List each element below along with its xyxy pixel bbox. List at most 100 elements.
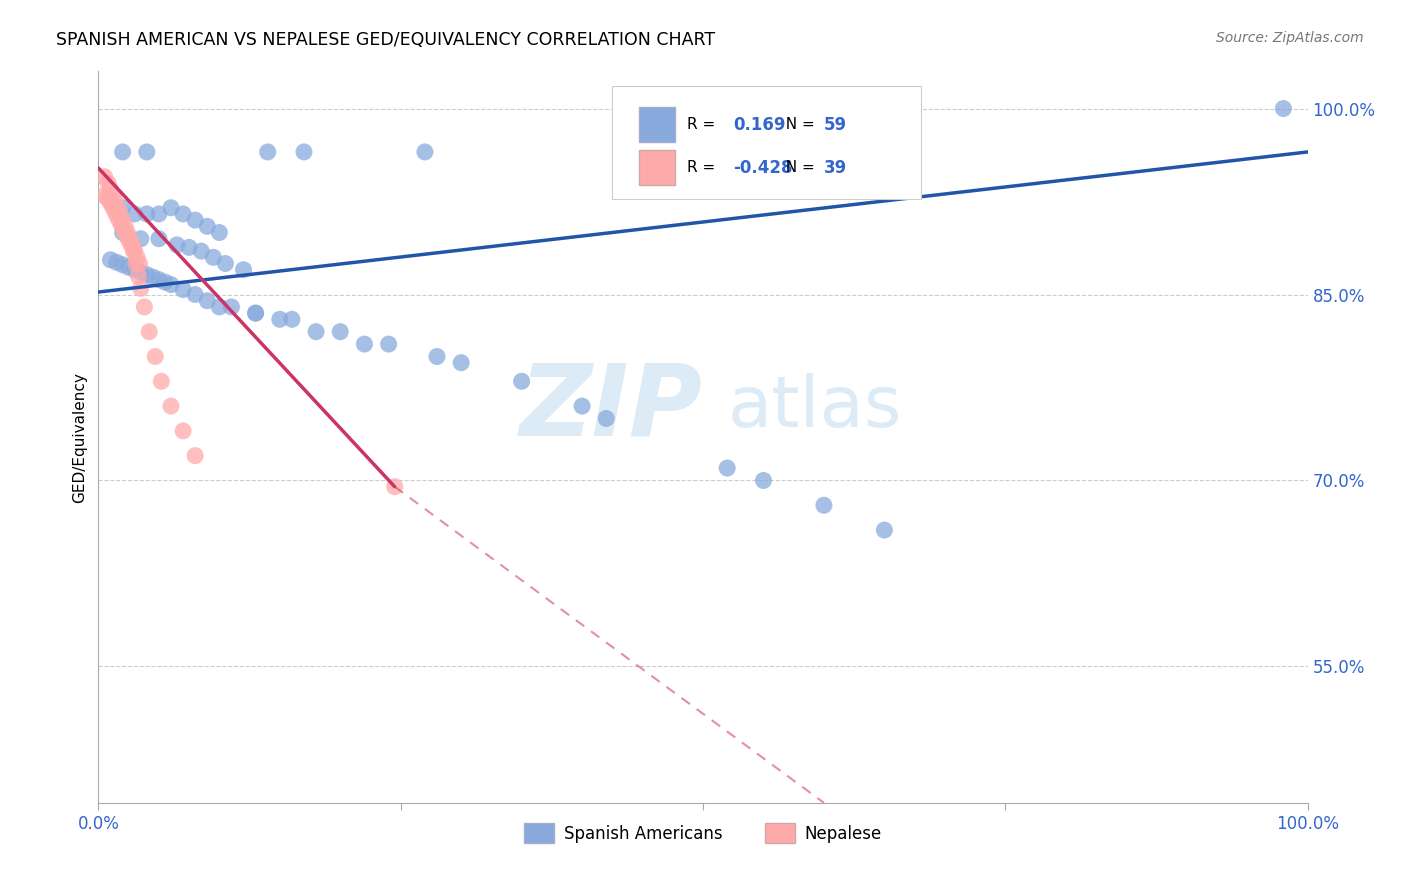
Point [377, 337, 399, 351]
Point [111, 213, 134, 227]
Point [510, 374, 533, 388]
Point [426, 350, 449, 364]
Point [129, 281, 152, 295]
Point [143, 350, 166, 364]
Point [269, 312, 291, 326]
Point [125, 256, 148, 270]
Point [120, 238, 142, 252]
Point [97, 176, 120, 190]
Point [96, 191, 118, 205]
Point [108, 207, 131, 221]
Point [127, 250, 149, 264]
Point [208, 226, 231, 240]
Point [118, 260, 141, 275]
Point [129, 232, 152, 246]
Point [129, 265, 152, 279]
Y-axis label: GED/Equivalency: GED/Equivalency [72, 372, 87, 502]
Point [111, 145, 134, 159]
Point [245, 306, 267, 320]
Text: SPANISH AMERICAN VS NEPALESE GED/EQUIVALENCY CORRELATION CHART: SPANISH AMERICAN VS NEPALESE GED/EQUIVAL… [56, 31, 716, 49]
Point [124, 262, 146, 277]
Point [93, 169, 115, 184]
Point [105, 255, 128, 269]
Point [1272, 102, 1295, 116]
Point [292, 145, 315, 159]
Point [281, 312, 304, 326]
Point [122, 244, 145, 259]
Text: atlas: atlas [727, 374, 901, 442]
FancyBboxPatch shape [613, 86, 921, 200]
Point [160, 277, 183, 292]
Point [128, 256, 150, 270]
Point [184, 287, 207, 301]
Point [195, 219, 218, 234]
Text: 0.169: 0.169 [734, 116, 786, 134]
Point [114, 219, 136, 234]
Point [172, 283, 194, 297]
Point [148, 207, 170, 221]
Point [221, 300, 243, 314]
Point [111, 226, 134, 240]
Point [110, 218, 132, 232]
Point [172, 207, 194, 221]
Point [100, 194, 122, 209]
Point [111, 201, 134, 215]
Point [115, 227, 138, 242]
Point [179, 240, 201, 254]
Point [190, 244, 212, 259]
Point [184, 449, 207, 463]
Point [101, 188, 124, 202]
Text: ZIP: ZIP [520, 359, 703, 457]
Point [111, 258, 134, 272]
Point [127, 268, 149, 283]
Text: Source: ZipAtlas.com: Source: ZipAtlas.com [1216, 31, 1364, 45]
Point [135, 207, 157, 221]
Point [329, 325, 352, 339]
Point [184, 213, 207, 227]
Point [124, 244, 146, 259]
Point [142, 270, 165, 285]
Text: 39: 39 [824, 159, 848, 177]
Point [413, 145, 436, 159]
Point [214, 256, 236, 270]
Point [104, 194, 127, 209]
Point [112, 223, 135, 237]
Point [873, 523, 896, 537]
Point [245, 306, 267, 320]
Point [118, 233, 141, 247]
Point [160, 201, 183, 215]
Point [135, 145, 157, 159]
Point [100, 252, 122, 267]
Point [135, 268, 157, 282]
Text: -0.428: -0.428 [734, 159, 793, 177]
Point [108, 213, 131, 227]
Point [150, 374, 173, 388]
Point [117, 226, 139, 240]
Point [256, 145, 278, 159]
Point [93, 188, 115, 202]
Point [153, 275, 176, 289]
Point [98, 194, 121, 208]
Point [752, 474, 775, 488]
Text: R =: R = [688, 117, 720, 132]
Point [148, 232, 170, 246]
Point [134, 300, 156, 314]
Text: N =: N = [776, 117, 820, 132]
Point [105, 208, 128, 222]
Point [121, 238, 143, 252]
Point [148, 272, 170, 286]
Point [118, 232, 141, 246]
Point [107, 201, 129, 215]
Point [450, 356, 472, 370]
Point [353, 337, 375, 351]
Point [172, 424, 194, 438]
Point [138, 325, 160, 339]
Point [195, 293, 218, 308]
Point [384, 480, 406, 494]
Text: 59: 59 [824, 116, 846, 134]
FancyBboxPatch shape [638, 150, 675, 185]
Point [103, 203, 125, 218]
Text: R =: R = [688, 161, 720, 176]
Point [716, 461, 738, 475]
FancyBboxPatch shape [638, 107, 675, 143]
